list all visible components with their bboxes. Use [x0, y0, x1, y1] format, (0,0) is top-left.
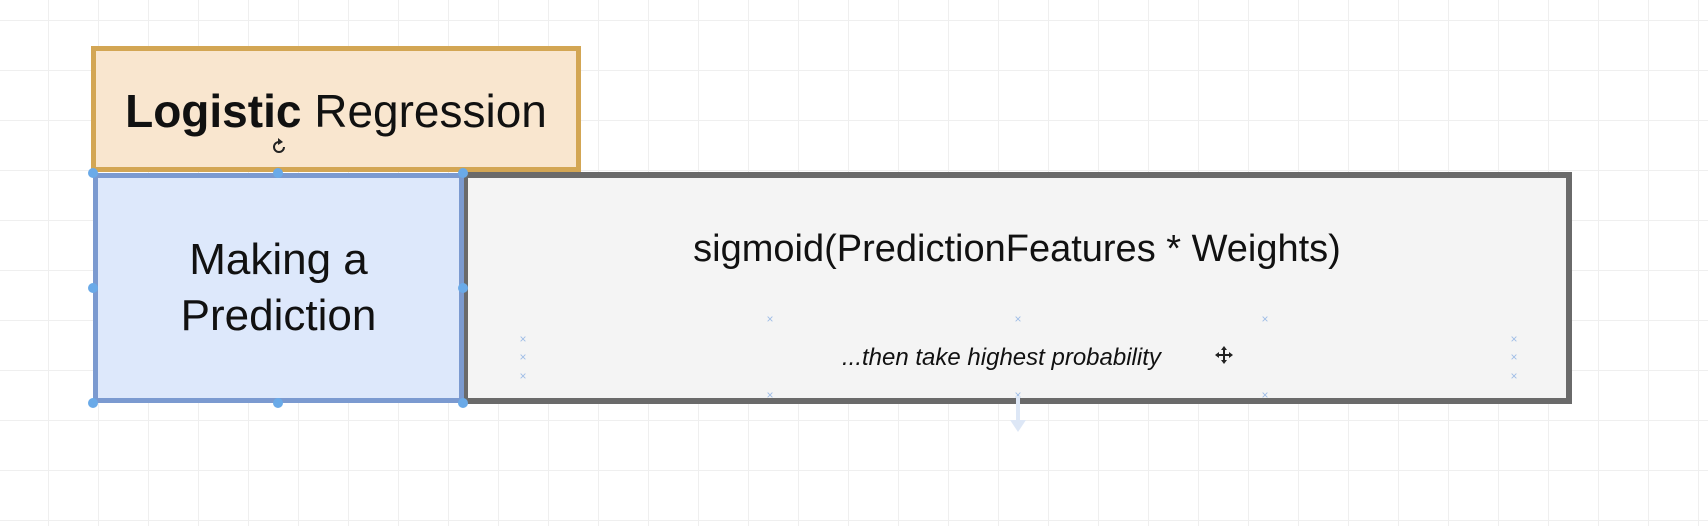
resize-handle[interactable]	[458, 398, 468, 408]
making-prediction-box[interactable]: Making a Prediction	[93, 173, 464, 403]
connection-point-icon[interactable]: ×	[1014, 312, 1022, 326]
resize-handle[interactable]	[88, 283, 98, 293]
connection-point-icon[interactable]: ×	[1510, 350, 1518, 364]
label-line-2: Prediction	[180, 291, 377, 340]
resize-handle[interactable]	[88, 168, 98, 178]
connection-point-icon[interactable]: ×	[519, 350, 527, 364]
label-line-1: Making a	[189, 235, 368, 284]
formula-text: sigmoid(PredictionFeatures * Weights)	[693, 228, 1341, 270]
connection-point-icon[interactable]: ×	[519, 369, 527, 383]
note-text: ...then take highest probability	[842, 344, 1161, 371]
connection-point-icon[interactable]: ×	[1261, 388, 1269, 402]
resize-handle[interactable]	[458, 168, 468, 178]
connection-point-icon[interactable]: ×	[766, 312, 774, 326]
resize-handle[interactable]	[273, 168, 283, 178]
header-regular-word: Regression	[314, 85, 547, 137]
arrow-down-icon[interactable]	[1008, 396, 1028, 436]
resize-handle[interactable]	[273, 398, 283, 408]
header-bold-word: Logistic	[125, 85, 302, 137]
connection-point-icon[interactable]: ×	[1014, 388, 1022, 402]
header-title: Logistic Regression	[125, 84, 547, 138]
resize-handle[interactable]	[458, 283, 468, 293]
connection-point-icon[interactable]: ×	[1510, 369, 1518, 383]
connection-point-icon[interactable]: ×	[1510, 332, 1518, 346]
connection-point-icon[interactable]: ×	[766, 388, 774, 402]
rotate-icon	[273, 138, 285, 153]
move-cursor-icon	[1215, 346, 1233, 364]
making-prediction-label: Making a Prediction	[181, 232, 377, 344]
header-box[interactable]: Logistic Regression	[91, 46, 581, 172]
content-box[interactable]	[462, 172, 1572, 404]
connection-point-icon[interactable]: ×	[519, 332, 527, 346]
resize-handle[interactable]	[88, 398, 98, 408]
connection-point-icon[interactable]: ×	[1261, 312, 1269, 326]
